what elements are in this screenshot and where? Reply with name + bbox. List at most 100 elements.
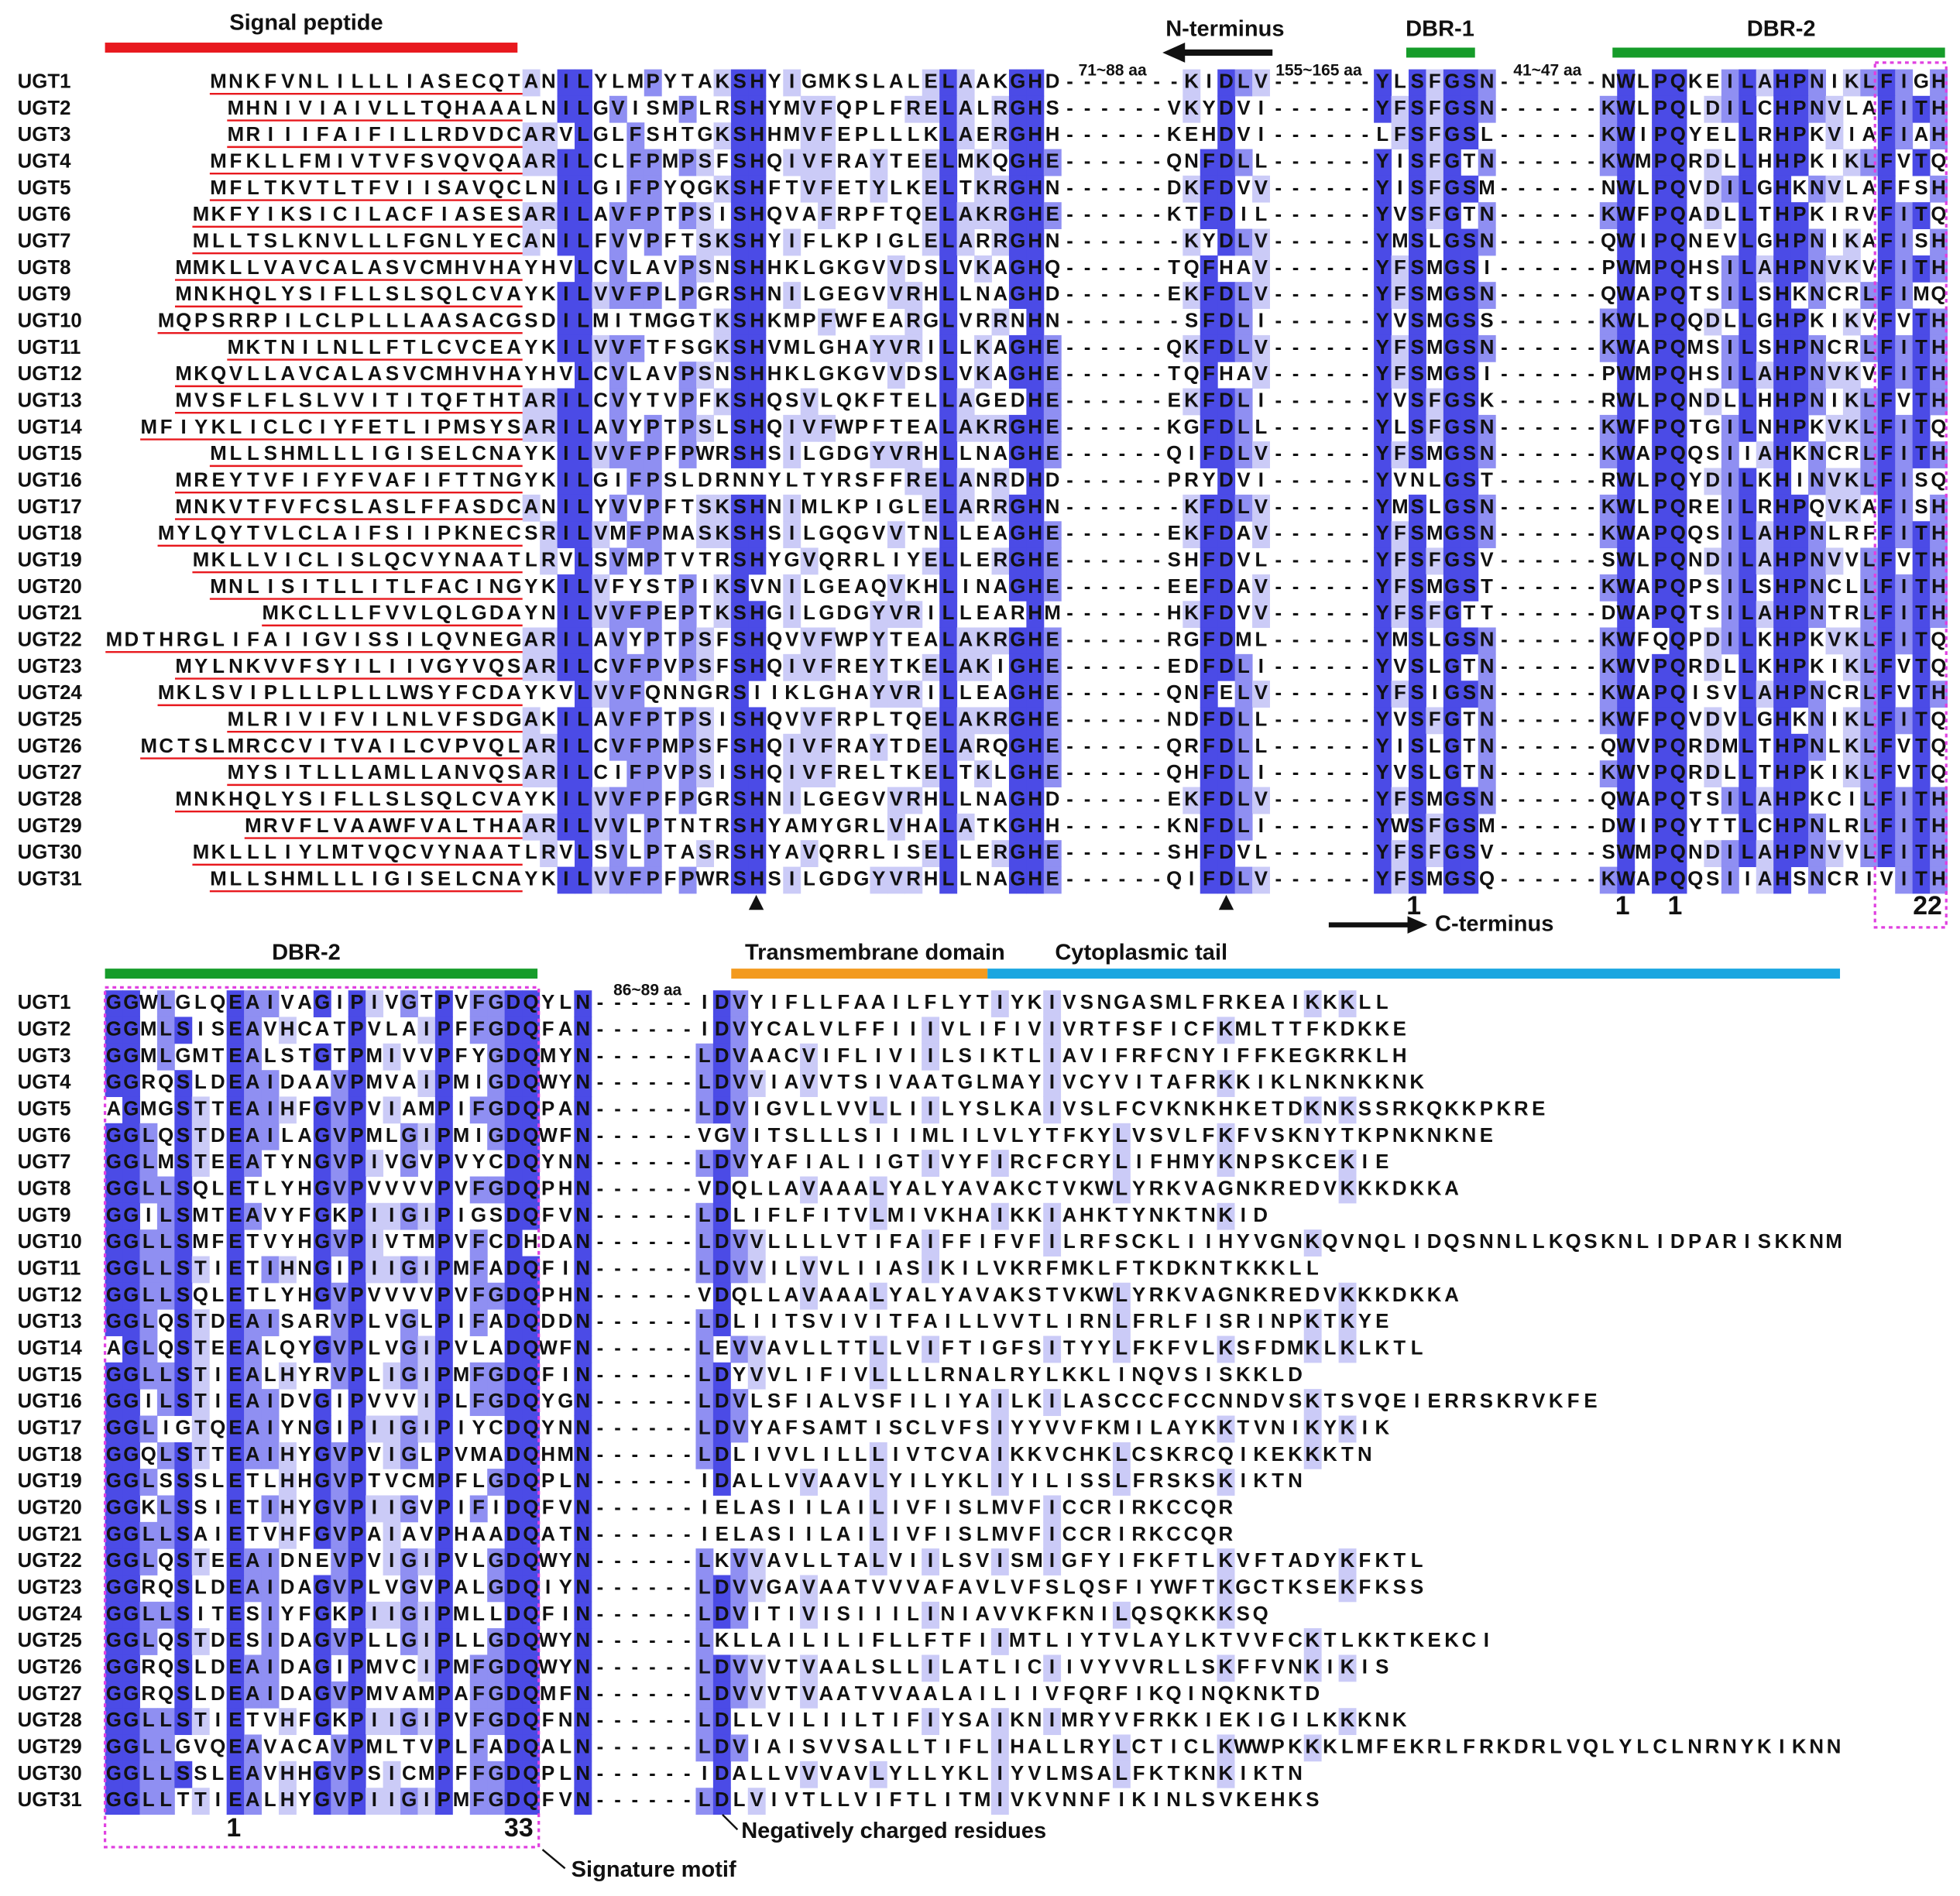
residue-shade: [1112, 1176, 1131, 1204]
residue-shade: [1478, 494, 1496, 522]
residue-shade: [1790, 547, 1809, 575]
residue-shade: [1669, 840, 1687, 868]
residue-shade: [974, 255, 992, 283]
residue-shade: [730, 521, 749, 549]
sequence-name: UGT12: [18, 1284, 82, 1306]
residue-shade: [1790, 521, 1809, 549]
residue-shade: [1217, 175, 1236, 203]
label: Signal peptide: [229, 11, 383, 36]
residue-shade: [1790, 681, 1809, 708]
residue-shade: [904, 282, 923, 309]
residue-shade: [1912, 760, 1931, 788]
residue-shade: [1391, 787, 1409, 814]
residue-shade: [922, 840, 940, 868]
residue-shade: [1252, 362, 1270, 389]
residue-shade: [609, 414, 627, 442]
residue-shade: [1652, 228, 1670, 256]
residue-shade: [991, 468, 1010, 495]
residue-shade: [1374, 547, 1392, 575]
residue-shade: [1721, 362, 1739, 389]
residue-shade: [1374, 149, 1392, 177]
residue-shade: [226, 1282, 245, 1310]
residue-shade: [1200, 175, 1218, 203]
residue-shade: [540, 760, 558, 788]
residue-shade: [747, 1070, 766, 1098]
residue-shade: [922, 494, 940, 522]
residue-shade: [522, 414, 541, 442]
residue-shade: [1669, 574, 1687, 602]
residue-shade: [730, 228, 749, 256]
residue-shade: [1739, 149, 1757, 177]
residue-shade: [1374, 202, 1392, 229]
residue-shade: [122, 1256, 140, 1284]
residue-shade: [1391, 601, 1409, 629]
residue-shade: [748, 362, 767, 389]
residue-shade: [1599, 574, 1618, 602]
residue-shade: [592, 681, 610, 708]
residue-shade: [1808, 681, 1826, 708]
residue-shade: [730, 441, 749, 468]
residue-shade: [1739, 468, 1757, 495]
residue-shade: [1652, 653, 1670, 681]
residue-shade: [1669, 627, 1687, 655]
residue-shade: [1739, 681, 1757, 708]
residue-shade: [1461, 175, 1479, 203]
residue-shade: [626, 521, 645, 549]
residue-shade: [1461, 681, 1479, 708]
residue-shade: [1739, 334, 1757, 362]
residue-shade: [434, 1335, 453, 1363]
residue-shade: [1739, 733, 1757, 761]
residue-shade: [522, 1202, 540, 1230]
residue-shade: [487, 1096, 506, 1124]
signal-peptide: MDTHRGLIFAIIGVISSILQVNEG: [106, 629, 522, 651]
residue-shade: [1669, 122, 1687, 150]
sequence: GGLLSTIEALHYRVPLIGIPMFGDQFIN------LDYVVL…: [106, 1364, 1303, 1386]
residue-shade: [139, 1335, 158, 1363]
residue-shade: [609, 681, 627, 708]
residue-shade: [730, 653, 749, 681]
residue-shade: [870, 733, 888, 761]
residue-shade: [1461, 787, 1479, 814]
residue-shade: [644, 282, 662, 309]
residue-shade: [730, 627, 749, 655]
residue-shade: [1895, 69, 1914, 97]
residue-shade: [1478, 787, 1496, 814]
sequence-name: UGT21: [18, 602, 82, 624]
residue-shade: [1669, 362, 1687, 389]
residue-shade: [1912, 441, 1931, 468]
residue-shade: [956, 414, 975, 442]
residue-shade: [1860, 840, 1879, 868]
residue-shade: [522, 228, 541, 256]
residue-shade: [1200, 202, 1218, 229]
residue-shade: [1374, 441, 1392, 468]
residue-shade: [696, 733, 715, 761]
residue-shade: [557, 69, 575, 97]
residue-shade: [1877, 362, 1896, 389]
residue-shade: [869, 1282, 887, 1310]
residue-shade: [1790, 69, 1809, 97]
residue-shade: [730, 149, 749, 177]
residue-shade: [939, 681, 958, 708]
residue-shade: [748, 255, 767, 283]
residue-shade: [1461, 282, 1479, 309]
residue-shade: [748, 627, 767, 655]
residue-shade: [504, 1256, 523, 1284]
residue-shade: [1808, 468, 1826, 495]
residue-shade: [1617, 255, 1636, 283]
residue-shade: [1374, 255, 1392, 283]
residue-shade: [1739, 282, 1757, 309]
residue-shade: [575, 760, 592, 788]
residue-shade: [783, 787, 802, 814]
residue-shade: [122, 990, 140, 1018]
residue-shade: [1217, 866, 1236, 894]
residue-shade: [626, 441, 645, 468]
residue-shade: [1652, 414, 1670, 442]
residue-shade: [105, 1043, 123, 1071]
residue-shade: [1877, 69, 1896, 97]
residue-shade: [487, 1362, 506, 1390]
residue-shade: [434, 1150, 453, 1178]
residue-shade: [1443, 308, 1461, 336]
residue-shade: [626, 707, 645, 735]
residue-shade: [644, 175, 662, 203]
residue-shade: [730, 282, 749, 309]
